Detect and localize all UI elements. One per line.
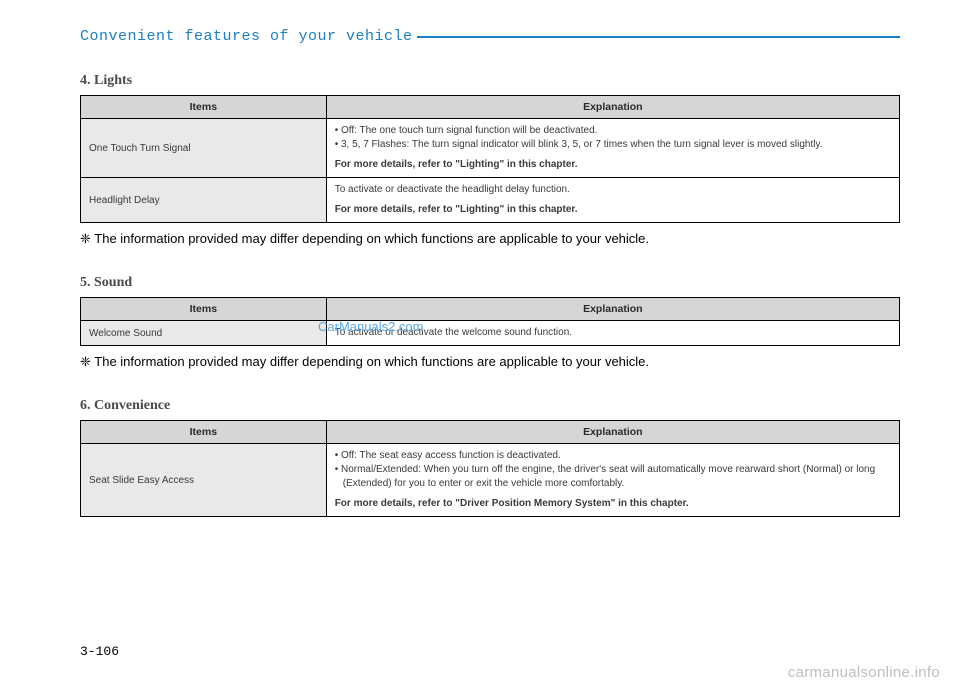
section-title-lights: 4. Lights (80, 73, 900, 89)
explanation-cell: To activate or deactivate the headlight … (326, 178, 899, 223)
table-row: Welcome Sound To activate or deactivate … (81, 321, 900, 346)
explanation-cell: To activate or deactivate the welcome so… (326, 321, 899, 346)
details-ref: For more details, refer to "Lighting" in… (335, 203, 891, 217)
table-row: One Touch Turn Signal • Off: The one tou… (81, 119, 900, 178)
col-items: Items (81, 421, 327, 444)
details-ref: For more details, refer to "Lighting" in… (335, 158, 891, 172)
table-header-row: Items Explanation (81, 96, 900, 119)
col-explanation: Explanation (326, 298, 899, 321)
page-header: Convenient features of your vehicle (80, 28, 900, 45)
sound-footnote: ❈ The information provided may differ de… (80, 354, 900, 370)
watermark-carmanualsonline: carmanualsonline.info (788, 664, 940, 681)
item-cell: Headlight Delay (81, 178, 327, 223)
col-items: Items (81, 298, 327, 321)
explanation-text: To activate or deactivate the headlight … (335, 183, 891, 197)
item-cell: Welcome Sound (81, 321, 327, 346)
col-explanation: Explanation (326, 421, 899, 444)
col-explanation: Explanation (326, 96, 899, 119)
explanation-cell: • Off: The one touch turn signal functio… (326, 119, 899, 178)
item-cell: One Touch Turn Signal (81, 119, 327, 178)
page-number: 3-106 (80, 644, 119, 659)
col-items: Items (81, 96, 327, 119)
manual-page: Convenient features of your vehicle 4. L… (0, 0, 960, 517)
convenience-table: Items Explanation Seat Slide Easy Access… (80, 420, 900, 517)
item-cell: Seat Slide Easy Access (81, 444, 327, 517)
details-ref: For more details, refer to "Driver Posit… (335, 497, 891, 511)
lights-footnote: ❈ The information provided may differ de… (80, 231, 900, 247)
section-title-convenience: 6. Convenience (80, 398, 900, 414)
header-title: Convenient features of your vehicle (80, 28, 413, 45)
table-row: Seat Slide Easy Access • Off: The seat e… (81, 444, 900, 517)
explanation-text: To activate or deactivate the welcome so… (335, 326, 891, 340)
sound-table: Items Explanation Welcome Sound To activ… (80, 297, 900, 346)
bullet: • Normal/Extended: When you turn off the… (335, 463, 891, 491)
bullet: • Off: The one touch turn signal functio… (335, 124, 891, 138)
table-header-row: Items Explanation (81, 421, 900, 444)
table-header-row: Items Explanation (81, 298, 900, 321)
bullet: • Off: The seat easy access function is … (335, 449, 891, 463)
bullet: • 3, 5, 7 Flashes: The turn signal indic… (335, 138, 891, 152)
section-title-sound: 5. Sound (80, 275, 900, 291)
table-row: Headlight Delay To activate or deactivat… (81, 178, 900, 223)
header-rule (417, 36, 900, 38)
lights-table: Items Explanation One Touch Turn Signal … (80, 95, 900, 223)
explanation-cell: • Off: The seat easy access function is … (326, 444, 899, 517)
